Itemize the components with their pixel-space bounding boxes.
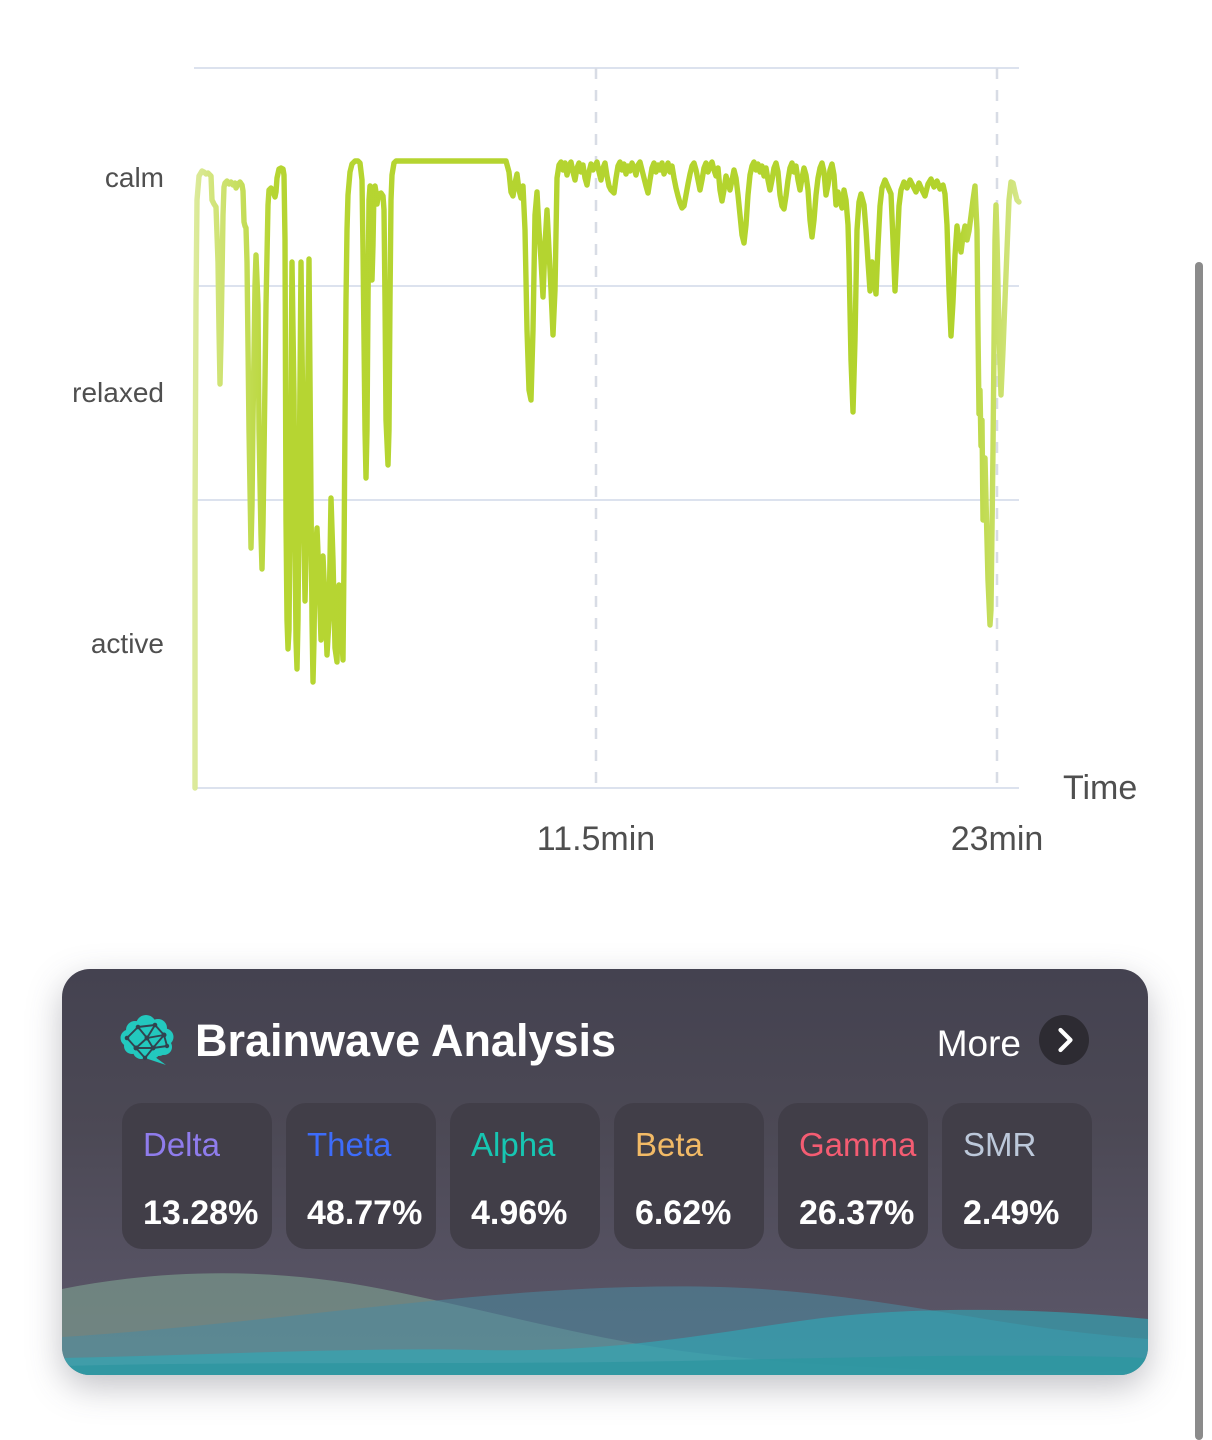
svg-text:11.5min: 11.5min bbox=[537, 820, 655, 858]
svg-text:active: active bbox=[91, 628, 164, 659]
svg-text:Time: Time bbox=[1063, 769, 1137, 807]
svg-text:calm: calm bbox=[105, 162, 164, 193]
svg-text:23min: 23min bbox=[951, 820, 1044, 858]
svg-text:relaxed: relaxed bbox=[72, 377, 164, 408]
